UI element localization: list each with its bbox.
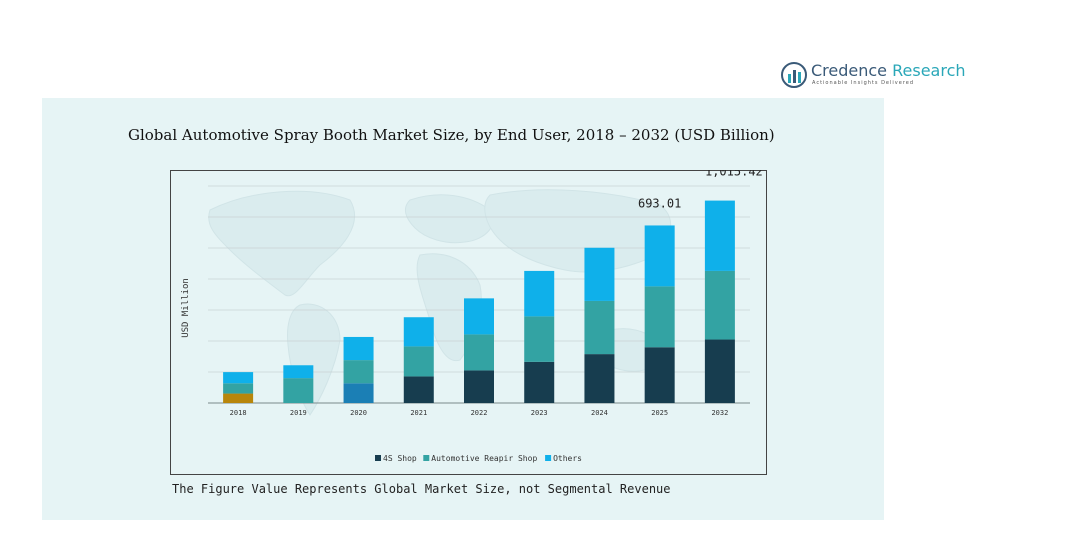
legend-label: Others [553,454,582,463]
legend: 4S Shop Automotive Reapir Shop Others [375,454,582,463]
x-tick-label: 2023 [531,409,548,417]
brand-name: Credence Research [811,61,966,80]
footnote: The Figure Value Represents Global Marke… [172,482,671,496]
bars [223,200,735,403]
bar-2019-others [283,365,314,379]
bar-2022-4s-shop [464,370,494,403]
bar-2022-automotive-reapir-shop [464,334,494,371]
bar-2018-4s-shop [223,393,254,403]
bar-2032-automotive-reapir-shop [704,270,735,340]
value-annotation: 1,015.42 [705,170,763,179]
stacked-bar-chart: USD Million 2018 2019 2020 2021 2022 2023 2024… [181,170,763,463]
legend-swatch [375,455,381,461]
value-annotation: 693.01 [638,196,681,210]
x-tick-label: 2025 [651,409,668,417]
x-tick-label: 2024 [591,409,608,417]
x-tick-label: 2032 [711,409,728,417]
bar-2018-automotive-reapir-shop [223,383,254,394]
bar-2025-4s-shop [644,347,675,403]
legend-label: Automotive Reapir Shop [431,454,537,463]
bar-2020-4s-shop [343,383,374,403]
legend-swatch [423,455,430,461]
bar-2019-automotive-reapir-shop [283,378,314,403]
brand-tagline: Actionable Insights Delivered [812,80,915,86]
bar-2021-automotive-reapir-shop [403,346,434,377]
bar-2024-others [584,247,615,301]
chart-title: Global Automotive Spray Booth Market Siz… [128,126,775,144]
x-tick-label: 2019 [290,409,307,417]
bar-2032-others [704,200,735,271]
x-tick-label: 2018 [230,409,247,417]
bar-2021-4s-shop [403,376,434,403]
bar-2024-automotive-reapir-shop [584,300,615,355]
bar-2025-automotive-reapir-shop [644,286,675,348]
legend-swatch [545,455,552,461]
bar-2020-others [343,336,374,361]
bar-2023-automotive-reapir-shop [524,316,555,362]
brand-mark-icon [781,62,807,88]
legend-label: 4S Shop [383,454,417,463]
chart-frame [170,170,767,475]
bar-2025-others [644,225,675,287]
x-tick-label: 2021 [410,409,427,417]
brand-logo: Credence Research Actionable Insights De… [781,60,966,90]
y-axis-label: USD Million [181,278,191,338]
x-tick-label: 2022 [471,409,488,417]
bar-2024-4s-shop [584,354,615,403]
brand-name-part1: Credence [811,61,888,80]
bar-2021-others [403,317,434,347]
bar-2023-others [524,270,555,317]
bar-2020-automotive-reapir-shop [343,360,374,384]
bar-2032-4s-shop [704,339,735,403]
bar-2023-4s-shop [524,361,555,403]
bar-2018-others [223,372,254,384]
annotations: 693.01 1,015.42 [638,170,763,210]
x-tick-label: 2020 [350,409,367,417]
x-tick-labels: 2018 2019 2020 2021 2022 2023 2024 2025 2032 [230,409,729,417]
brand-name-part2: Research [892,61,966,80]
bar-2022-others [464,298,494,335]
